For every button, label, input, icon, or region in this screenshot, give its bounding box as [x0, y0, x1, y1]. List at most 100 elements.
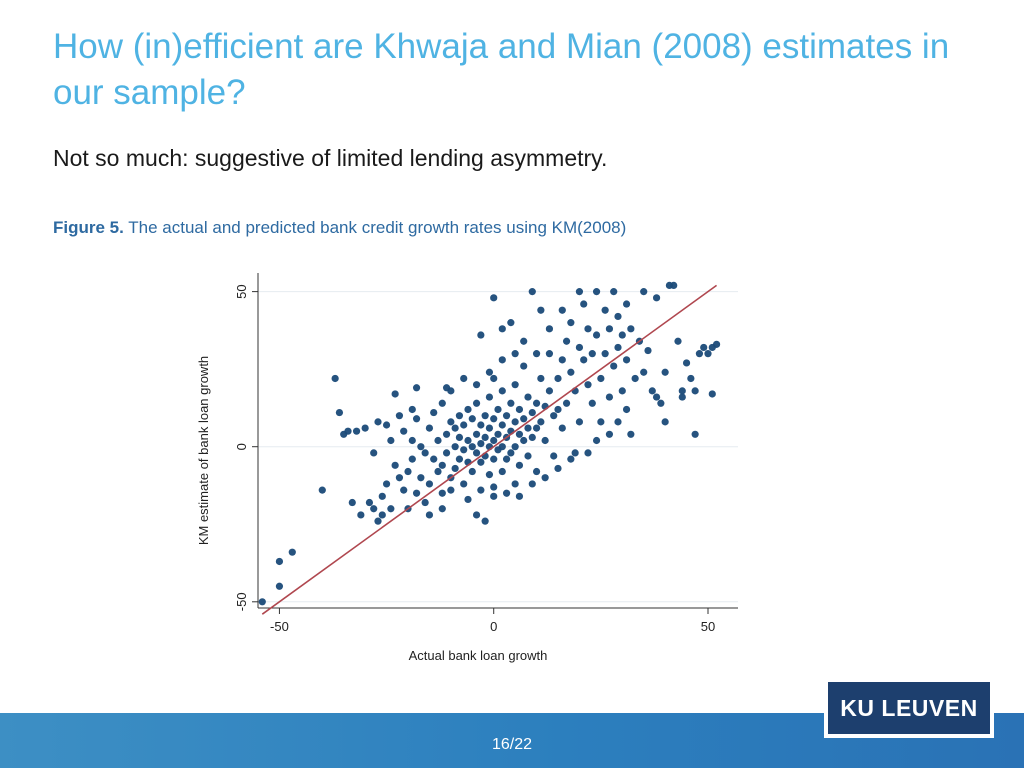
data-point [430, 455, 438, 463]
data-point [490, 374, 498, 383]
data-point [661, 368, 669, 376]
data-point [485, 471, 494, 479]
data-point [382, 480, 391, 488]
data-point [575, 343, 584, 352]
data-point [670, 281, 678, 290]
data-point [365, 498, 374, 507]
data-point [498, 387, 506, 395]
data-point [468, 415, 476, 423]
data-point [464, 405, 472, 414]
data-point [374, 517, 382, 525]
data-point [674, 337, 682, 345]
data-point [597, 418, 605, 426]
data-point [520, 362, 528, 370]
data-point [648, 387, 656, 395]
data-point [524, 424, 532, 432]
data-point [430, 408, 438, 417]
data-point [640, 368, 648, 376]
data-point [490, 415, 498, 423]
data-point [460, 480, 468, 488]
data-point [348, 498, 356, 507]
data-point [370, 505, 378, 513]
data-point [502, 489, 511, 497]
data-point [464, 436, 472, 445]
data-point [515, 405, 524, 414]
axes [252, 273, 738, 614]
data-point [541, 474, 549, 482]
data-point [712, 340, 721, 348]
data-point [515, 461, 524, 469]
data-point [378, 511, 386, 519]
data-point [472, 381, 481, 389]
data-point [477, 458, 485, 466]
data-point [644, 346, 652, 355]
data-point [498, 467, 506, 476]
data-point [520, 436, 528, 445]
data-point [588, 350, 596, 358]
data-point [460, 421, 468, 429]
data-point [567, 368, 575, 376]
data-point [575, 288, 584, 296]
data-point [378, 492, 386, 500]
data-point [481, 517, 489, 525]
data-point [567, 455, 575, 463]
data-point [550, 412, 558, 420]
data-point [605, 325, 614, 333]
data-point [477, 421, 485, 429]
scatter-chart-svg: -50 0 50 -50 0 50 Actual bank loan growth KM es… [196, 273, 738, 663]
data-point [652, 393, 661, 401]
data-point [575, 418, 584, 426]
data-point [451, 443, 459, 451]
data-point [640, 288, 648, 296]
data-point [421, 449, 429, 457]
data-point [464, 495, 472, 504]
data-point [472, 511, 481, 519]
data-point [400, 427, 408, 435]
data-point [507, 399, 515, 407]
data-point [580, 356, 588, 364]
data-point [417, 443, 425, 451]
data-point [494, 405, 502, 414]
figure-label: Figure 5. [53, 218, 124, 237]
data-point [704, 350, 712, 358]
slide-subtitle: Not so much: suggestive of limited lendi… [53, 145, 608, 171]
data-point [472, 430, 481, 438]
data-point [601, 306, 609, 314]
data-point [652, 294, 661, 302]
data-point [395, 412, 404, 420]
figure-caption: Figure 5. The actual and predicted bank … [53, 218, 626, 238]
data-point [442, 384, 451, 392]
data-point [498, 325, 506, 333]
data-point [275, 557, 284, 566]
data-point [481, 412, 489, 420]
data-point [507, 319, 515, 327]
data-point [451, 464, 459, 473]
data-point [485, 368, 494, 376]
data-point [562, 399, 571, 407]
data-point [490, 294, 498, 302]
data-point [511, 350, 519, 358]
data-points [258, 281, 721, 606]
data-point [520, 337, 528, 345]
data-point [438, 489, 446, 497]
data-point [481, 433, 489, 441]
data-point [554, 374, 562, 383]
data-point [511, 480, 519, 488]
data-point [391, 390, 399, 398]
data-point [532, 424, 541, 432]
data-point [614, 418, 622, 426]
data-point [357, 511, 365, 519]
data-point [494, 430, 502, 438]
data-point [532, 467, 541, 476]
data-point [490, 436, 498, 445]
data-point [545, 350, 554, 358]
data-point [400, 486, 408, 494]
data-point [438, 461, 446, 469]
data-point [584, 449, 592, 457]
data-point [554, 405, 562, 414]
data-point [614, 312, 622, 321]
data-point [532, 350, 541, 358]
data-point [610, 362, 618, 370]
data-point [438, 505, 446, 513]
data-point [657, 399, 665, 407]
